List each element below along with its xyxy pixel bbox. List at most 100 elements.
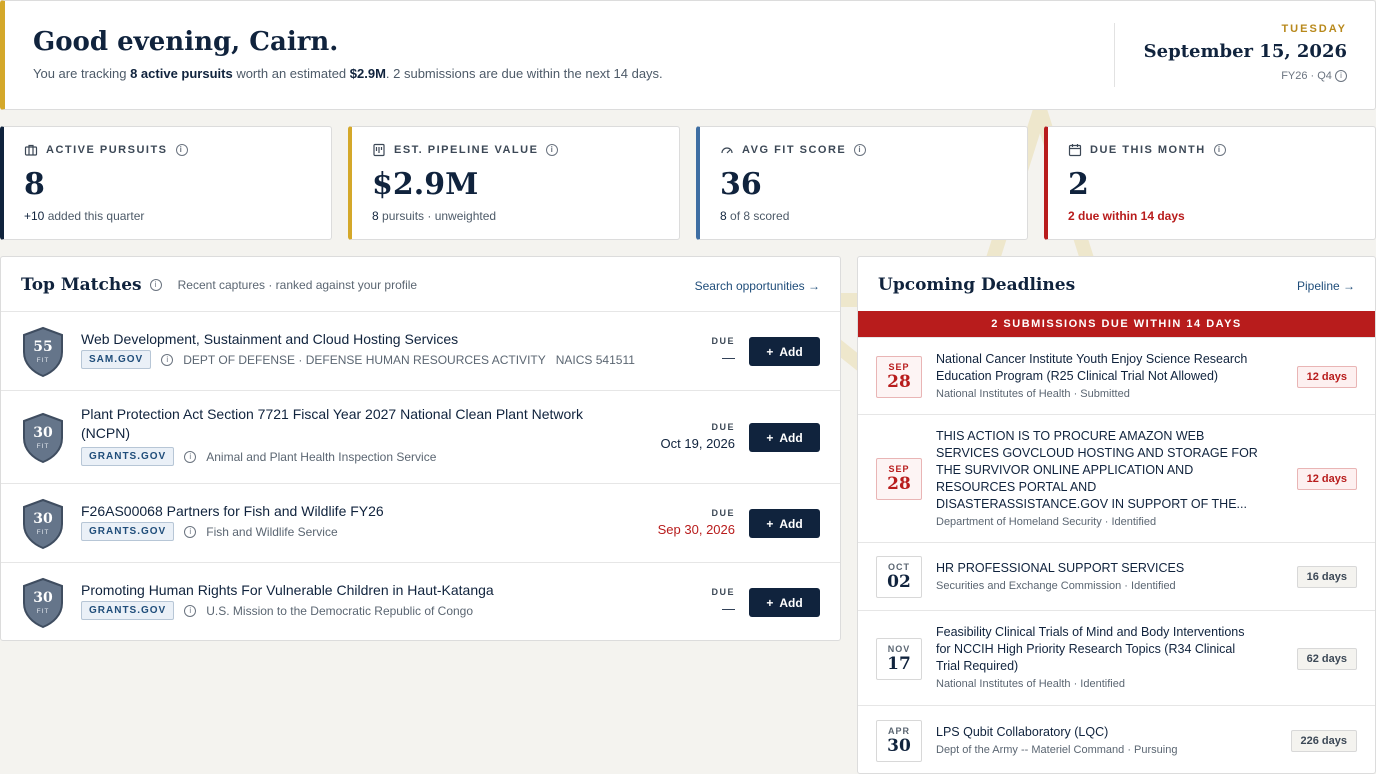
search-opportunities-link[interactable]: Search opportunities → <box>694 279 820 293</box>
stat-value: 2 <box>1068 167 1089 202</box>
info-icon[interactable]: i <box>1335 70 1347 83</box>
due-date: DUE — <box>711 587 735 616</box>
deadline-meta: National Institutes of Health · Submitte… <box>936 388 1130 400</box>
deadline-row[interactable]: APR 30 LPS Qubit Collaboratory (LQC) Dep… <box>858 705 1375 774</box>
calendar-date-icon: SEP 28 <box>876 458 922 500</box>
top-matches-title: Top Matches <box>21 275 142 295</box>
deadline-row[interactable]: OCT 02 HR PROFESSIONAL SUPPORT SERVICES … <box>858 542 1375 610</box>
ledger-icon <box>372 143 386 157</box>
fit-score-value: 55 <box>33 339 52 355</box>
match-row[interactable]: 55 FIT Web Development, Sustainment and … <box>1 311 840 390</box>
match-row[interactable]: 30 FIT Promoting Human Rights For Vulner… <box>1 562 840 641</box>
match-title[interactable]: Promoting Human Rights For Vulnerable Ch… <box>81 582 494 598</box>
due-date: DUE — <box>711 336 735 365</box>
info-icon[interactable]: i <box>854 144 867 156</box>
fit-score-value: 30 <box>33 511 53 527</box>
fit-label: FIT <box>37 357 50 364</box>
naics-code: NAICS 541511 <box>555 352 635 367</box>
stat-label: ACTIVE PURSUITS <box>46 144 168 156</box>
plus-icon: + <box>766 516 774 531</box>
info-icon[interactable]: i <box>161 353 174 366</box>
stat-label: AVG FIT SCORE <box>742 144 847 156</box>
deadline-row[interactable]: SEP 28 THIS ACTION IS TO PROCURE AMAZON … <box>858 414 1375 542</box>
source-badge: GRANTS.GOV <box>81 601 175 620</box>
info-icon[interactable]: i <box>149 279 162 291</box>
date-box: TUESDAY September 15, 2026 FY26 · Q4 i <box>1113 23 1347 87</box>
agency-name: Animal and Plant Health Inspection Servi… <box>206 449 437 464</box>
stat-card-pipeline-value: EST. PIPELINE VALUE i $2.9M 8 pursuits · … <box>348 126 680 240</box>
deadline-row[interactable]: NOV 17 Feasibility Clinical Trials of Mi… <box>858 610 1375 705</box>
days-remaining-badge: 12 days <box>1296 468 1357 490</box>
calendar-date-icon: SEP 28 <box>876 356 922 398</box>
calendar-date-icon: APR 30 <box>876 720 922 762</box>
add-button[interactable]: + Add <box>749 509 820 538</box>
stat-value: 36 <box>720 167 762 202</box>
calendar-date-icon: NOV 17 <box>876 638 922 680</box>
deadline-meta: Department of Homeland Security · Identi… <box>936 516 1157 528</box>
fit-score-shield-icon: 30 FIT <box>23 412 63 464</box>
fiscal-period: FY26 · Q4 i <box>1144 70 1347 83</box>
greeting-title: Good evening, Cairn. <box>33 27 339 57</box>
plus-icon: + <box>766 595 774 610</box>
match-title[interactable]: F26AS00068 Partners for Fish and Wildlif… <box>81 503 384 519</box>
briefcase-icon <box>24 143 38 157</box>
stat-card-due-this-month: DUE THIS MONTH i 2 2 due within 14 days <box>1044 126 1376 240</box>
calendar-icon <box>1068 143 1082 157</box>
deadline-meta: Dept of the Army -- Materiel Command · P… <box>936 744 1178 756</box>
days-remaining-badge: 16 days <box>1296 566 1357 588</box>
gauge-icon <box>720 143 734 157</box>
top-matches-hint: Recent captures · ranked against your pr… <box>177 278 418 292</box>
stat-subtext: 8 pursuits · unweighted <box>372 209 497 223</box>
match-row[interactable]: 30 FIT Plant Protection Act Section 7721… <box>1 390 840 483</box>
fit-score-shield-icon: 30 FIT <box>23 498 63 550</box>
deadline-title[interactable]: LPS Qubit Collaboratory (LQC) <box>936 725 1109 739</box>
info-icon[interactable]: i <box>1213 144 1226 156</box>
agency-name: Fish and Wildlife Service <box>206 524 338 539</box>
deadline-meta: Securities and Exchange Commission · Ide… <box>936 580 1176 592</box>
source-badge: GRANTS.GOV <box>81 447 175 466</box>
info-icon[interactable]: i <box>184 525 197 538</box>
current-date: September 15, 2026 <box>1143 41 1347 62</box>
days-remaining-badge: 62 days <box>1296 648 1357 670</box>
pipeline-link[interactable]: Pipeline → <box>1296 279 1355 293</box>
deadline-title[interactable]: THIS ACTION IS TO PROCURE AMAZON WEB SERV… <box>936 429 1258 511</box>
plus-icon: + <box>766 344 774 359</box>
info-icon[interactable]: i <box>184 604 197 617</box>
weekday-label: TUESDAY <box>1281 23 1347 35</box>
source-badge: GRANTS.GOV <box>81 522 175 541</box>
stat-label: EST. PIPELINE VALUE <box>394 144 539 156</box>
deadline-title[interactable]: National Cancer Institute Youth Enjoy Sc… <box>936 352 1248 383</box>
match-title[interactable]: Web Development, Sustainment and Cloud H… <box>81 331 459 347</box>
info-icon[interactable]: i <box>184 450 197 463</box>
add-button[interactable]: + Add <box>749 337 820 366</box>
stat-subtext: 8 of 8 scored <box>720 209 790 223</box>
source-badge: SAM.GOV <box>81 350 152 369</box>
match-title[interactable]: Plant Protection Act Section 7721 Fiscal… <box>81 406 583 441</box>
days-remaining-badge: 226 days <box>1290 730 1357 752</box>
days-remaining-badge: 12 days <box>1296 366 1357 388</box>
add-button[interactable]: + Add <box>749 423 820 452</box>
info-icon[interactable]: i <box>546 144 559 156</box>
deadline-meta: National Institutes of Health · Identifi… <box>936 678 1125 690</box>
agency-name: DEPT OF DEFENSE · DEFENSE HUMAN RESOURCE… <box>183 352 546 367</box>
stat-subtext: +10 added this quarter <box>24 209 145 223</box>
agency-name: U.S. Mission to the Democratic Republic … <box>206 603 474 618</box>
top-matches-panel: Top Matches i Recent captures · ranked a… <box>0 256 841 641</box>
deadline-title[interactable]: HR PROFESSIONAL SUPPORT SERVICES <box>936 561 1185 575</box>
stat-card-active-pursuits: ACTIVE PURSUITS i 8 +10 added this quarte… <box>0 126 332 240</box>
deadline-title[interactable]: Feasibility Clinical Trials of Mind and … <box>936 625 1245 673</box>
stat-label: DUE THIS MONTH <box>1090 144 1206 156</box>
fit-score-value: 30 <box>33 425 53 441</box>
add-button[interactable]: + Add <box>749 588 820 617</box>
due-date: DUE Sep 30, 2026 <box>657 508 735 537</box>
fit-score-value: 30 <box>33 590 53 606</box>
info-icon[interactable]: i <box>175 144 188 156</box>
deadlines-title: Upcoming Deadlines <box>878 275 1076 295</box>
match-row[interactable]: 30 FIT F26AS00068 Partners for Fish and … <box>1 483 840 562</box>
upcoming-deadlines-panel: Upcoming Deadlines Pipeline → 2 SUBMISSI… <box>857 256 1376 774</box>
fit-label: FIT <box>37 443 50 450</box>
fit-score-shield-icon: 55 FIT <box>23 326 63 378</box>
deadline-row[interactable]: SEP 28 National Cancer Institute Youth E… <box>858 337 1375 414</box>
welcome-header: Good evening, Cairn. You are tracking 8 … <box>0 0 1376 110</box>
summary-line: You are tracking 8 active pursuits worth… <box>33 66 663 81</box>
